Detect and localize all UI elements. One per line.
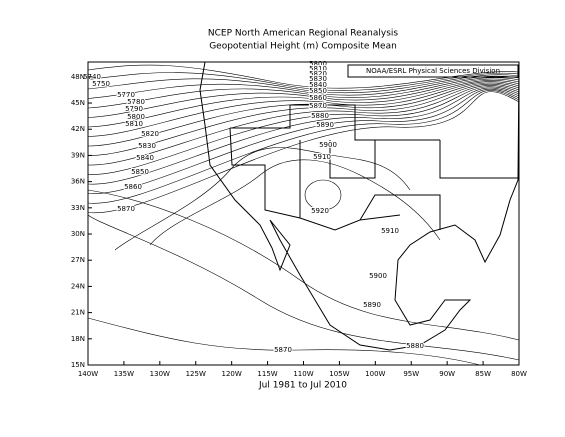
title-line: NCEP North American Regional Reanalysis	[208, 29, 399, 39]
contour-labels: 5740575057705780579058005810582058305840…	[82, 59, 425, 355]
contour-label: 5850	[309, 87, 327, 95]
x-tick-label: 105W	[329, 370, 349, 378]
contour-label: 5800	[127, 113, 145, 121]
y-tick-label: 48N	[71, 73, 85, 81]
x-tick-label: 80W	[511, 370, 527, 378]
y-tick-label: 45N	[71, 99, 85, 107]
contour-line	[87, 317, 481, 366]
contour-label: 5820	[141, 130, 159, 138]
contour-label: 5860	[124, 183, 142, 191]
contour-line	[304, 179, 342, 211]
y-tick-label: 15N	[71, 361, 85, 369]
contour-label: 5910	[381, 227, 399, 235]
land-borders	[199, 61, 520, 351]
x-tick-label: 90W	[439, 370, 455, 378]
contour-line	[87, 88, 520, 194]
x-tick-label: 140W	[78, 370, 98, 378]
x-tick-label: 95W	[403, 370, 419, 378]
contour-label: 5910	[313, 153, 331, 161]
contour-line	[87, 77, 520, 109]
contour-line	[87, 81, 520, 137]
contour-line	[87, 82, 520, 147]
contour-label: 5840	[136, 154, 154, 162]
contour-line	[87, 85, 520, 166]
contour-line	[87, 78, 520, 118]
contour-label: 5790	[125, 105, 143, 113]
contour-line	[87, 74, 520, 94]
contour-label: 5800	[309, 60, 327, 68]
contour-line	[87, 64, 520, 89]
contour-line	[87, 90, 520, 204]
contour-label: 5900	[319, 141, 337, 149]
contour-line	[149, 159, 441, 246]
y-tick-label: 24N	[71, 282, 85, 290]
y-tick-label: 18N	[71, 335, 85, 343]
contour-label: 5860	[309, 94, 327, 102]
footer: Jul 1981 to Jul 2010	[258, 381, 347, 391]
contour-label: 5820	[309, 70, 327, 78]
contour-label: 5870	[274, 346, 292, 354]
contour-label: 5850	[131, 168, 149, 176]
contour-label: 5890	[363, 301, 381, 309]
contour-label: 5810	[125, 120, 143, 128]
y-tick-label: 42N	[71, 125, 85, 133]
contour-label: 5880	[406, 342, 424, 350]
x-tick-label: 135W	[114, 370, 134, 378]
y-tick-label: 33N	[71, 204, 85, 212]
y-tick-label: 36N	[71, 178, 85, 186]
contour-label: 5830	[309, 75, 327, 83]
contour-line	[87, 214, 520, 361]
contour-line	[87, 80, 520, 128]
contour-label: 5870	[309, 102, 327, 110]
contour-label: 5840	[309, 81, 327, 89]
contour-line	[114, 147, 411, 251]
x-tick-label: 115W	[257, 370, 277, 378]
contour-label: 5890	[316, 121, 334, 129]
title-line: Geopotential Height (m) Composite Mean	[209, 42, 397, 52]
contour-line	[87, 87, 520, 185]
x-tick-label: 125W	[186, 370, 206, 378]
contour-line	[87, 83, 520, 156]
y-tick-label: 39N	[71, 151, 85, 159]
y-tick-label: 21N	[71, 309, 85, 317]
contour-label: 5780	[127, 98, 145, 106]
contour-label: 5880	[311, 112, 329, 120]
x-tick-label: 85W	[475, 370, 491, 378]
contour-line	[87, 91, 520, 214]
contour-label: 5920	[311, 207, 329, 215]
contour-label: 5900	[369, 272, 387, 280]
contour-lines	[87, 64, 520, 366]
contour-line	[87, 72, 520, 91]
credit-box	[347, 64, 519, 78]
contour-label: 5810	[309, 65, 327, 73]
x-tick-label: 130W	[150, 370, 170, 378]
x-tick-label: 120W	[222, 370, 242, 378]
contour-label: 5870	[117, 205, 135, 213]
contour-line	[87, 86, 520, 175]
contour-line	[87, 189, 520, 341]
x-tick-label: 100W	[365, 370, 385, 378]
contour-label: 5770	[117, 91, 135, 99]
contour-label: 5750	[92, 80, 110, 88]
credit: NOAA/ESRL Physical Sciences Division	[366, 67, 500, 75]
contour-label: 5830	[138, 142, 156, 150]
contour-line	[87, 75, 520, 99]
x-tick-label: 110W	[293, 370, 313, 378]
y-tick-label: 27N	[71, 256, 85, 264]
y-tick-label: 30N	[71, 230, 85, 238]
